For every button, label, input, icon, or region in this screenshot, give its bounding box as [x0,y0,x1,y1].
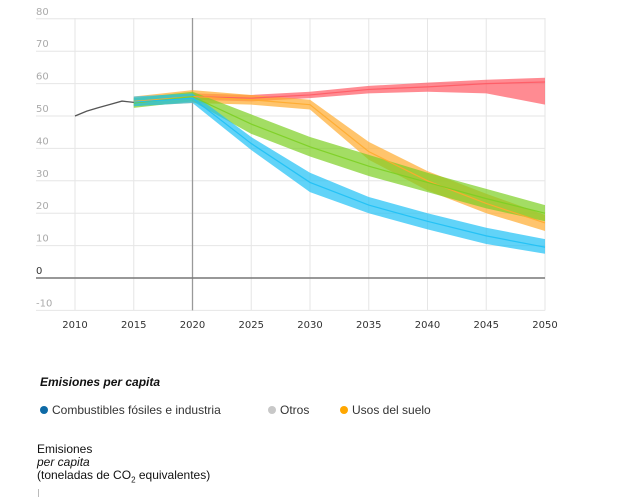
subtitle-unit-sub: 2 [131,475,136,485]
subtitle-unit-post: equivalentes) [135,468,211,482]
legend-dot-icon [40,406,48,414]
y-tick-label: 60 [36,72,49,83]
series-lines [74,81,546,248]
y-tick-label: 30 [36,169,49,180]
y-tick-label: 0 [36,266,42,277]
legend-item-usos-suelo[interactable]: Usos del suelo [340,403,431,417]
line-rojo [192,81,546,99]
y-tick-label: 70 [36,39,49,50]
grid [36,18,546,311]
x-axis-ticks: 2010 2015 2020 2025 2030 2035 2040 2045 2050 [62,320,557,331]
line-combustibles-f-siles-e-industria [133,97,546,248]
x-tick-label: 2050 [532,320,557,331]
y-tick-label: 80 [36,7,49,18]
x-tick-label: 2035 [356,320,381,331]
chart-subtitle: Emisiones per capita (toneladas de CO2 e… [37,443,210,486]
subtitle-line3: (toneladas de CO2 equivalentes) [37,469,210,486]
y-axis-ticks: 80 70 60 50 40 30 20 10 0 -10 [36,7,52,310]
legend: Combustibles fósiles e industria Otros U… [40,403,431,417]
y-tick-label: -10 [36,298,52,309]
line-otros [133,95,546,214]
series-bands [133,77,545,254]
x-tick-label: 2040 [415,320,440,331]
y-tick-label: 50 [36,104,49,115]
y-tick-label: 10 [36,234,49,245]
legend-label: Usos del suelo [352,403,431,417]
legend-dot-icon [340,406,348,414]
x-tick-label: 2030 [297,320,322,331]
legend-label: Combustibles fósiles e industria [52,403,221,417]
band-combustibles-f-siles-e-industria [133,93,545,254]
legend-item-otros[interactable]: Otros [268,403,340,417]
x-tick-label: 2045 [474,320,499,331]
legend-label: Otros [280,403,310,417]
axis-stub [38,489,39,497]
x-tick-label: 2015 [121,320,146,331]
x-tick-label: 2020 [180,320,205,331]
legend-dot-icon [268,406,276,414]
x-tick-label: 2010 [62,320,87,331]
y-tick-label: 20 [36,201,49,212]
line-usos-del-suelo [133,95,546,224]
historical-line [74,100,134,117]
legend-title: Emisiones per capita [40,375,161,389]
y-tick-label: 40 [36,136,49,147]
subtitle-line1: Emisiones [37,442,93,456]
subtitle-unit-pre: (toneladas de CO [37,468,132,482]
x-tick-label: 2025 [239,320,264,331]
legend-item-combustibles[interactable]: Combustibles fósiles e industria [40,403,268,417]
subtitle-line2: per capita [37,455,90,469]
